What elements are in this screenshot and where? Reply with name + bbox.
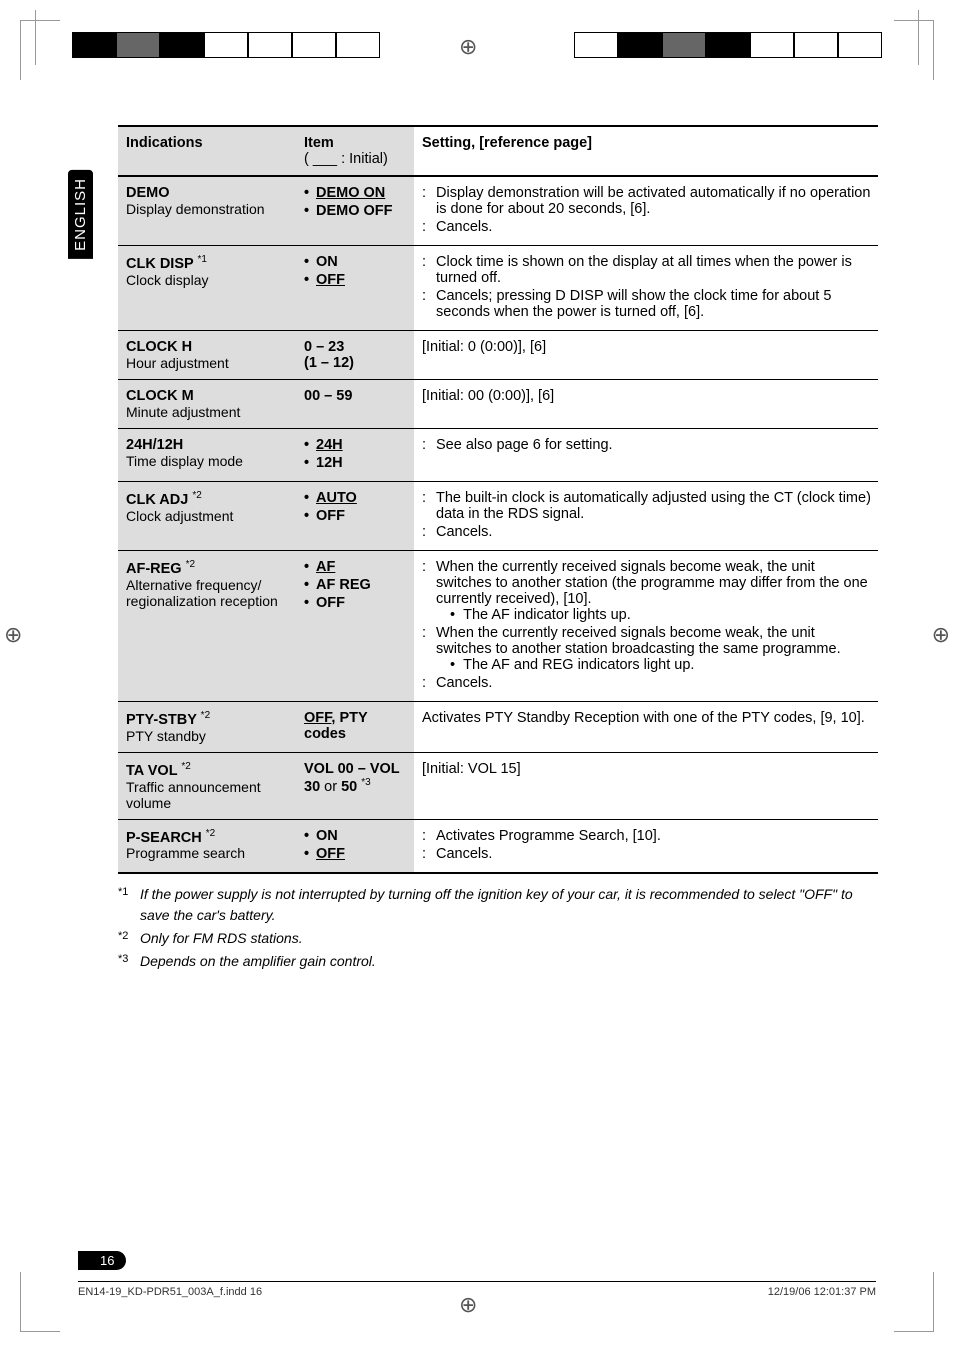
- registration-mark: [932, 622, 950, 648]
- header-item: Item ( ___ : Initial): [296, 126, 414, 176]
- table-row: 24H/12HTime display mode24H12HSee also p…: [118, 429, 878, 482]
- table-row: AF-REG *2Alternative frequency/ regional…: [118, 551, 878, 702]
- footnotes: *1If the power supply is not interrupted…: [118, 884, 878, 972]
- registration-mark: [4, 622, 22, 648]
- footer-timestamp: 12/19/06 12:01:37 PM: [768, 1286, 876, 1298]
- footer-info: EN14-19_KD-PDR51_003A_f.indd 16 12/19/06…: [78, 1281, 876, 1298]
- table-row: P-SEARCH *2Programme searchONOFFActivate…: [118, 819, 878, 873]
- table-row: PTY-STBY *2PTY standbyOFF, PTYcodesActiv…: [118, 702, 878, 753]
- table-row: CLK ADJ *2Clock adjustmentAUTOOFFThe bui…: [118, 482, 878, 551]
- table-row: CLOCK MMinute adjustment00 – 59[Initial:…: [118, 380, 878, 429]
- settings-table: Indications Item ( ___ : Initial) Settin…: [118, 125, 878, 874]
- table-row: TA VOL *2Traffic announcement volumeVOL …: [118, 752, 878, 819]
- header-setting: Setting, [reference page]: [414, 126, 878, 176]
- header-indications: Indications: [118, 126, 296, 176]
- language-tab: ENGLISH: [68, 170, 93, 259]
- table-row: DEMODisplay demonstrationDEMO ONDEMO OFF…: [118, 176, 878, 246]
- footer-file: EN14-19_KD-PDR51_003A_f.indd 16: [78, 1286, 262, 1298]
- table-row: CLK DISP *1Clock displayONOFFClock time …: [118, 246, 878, 331]
- table-row: CLOCK HHour adjustment0 – 23(1 – 12)[Ini…: [118, 331, 878, 380]
- page-number-badge: 16: [78, 1251, 126, 1270]
- main-content: Indications Item ( ___ : Initial) Settin…: [118, 125, 878, 974]
- top-color-blocks: [0, 32, 954, 58]
